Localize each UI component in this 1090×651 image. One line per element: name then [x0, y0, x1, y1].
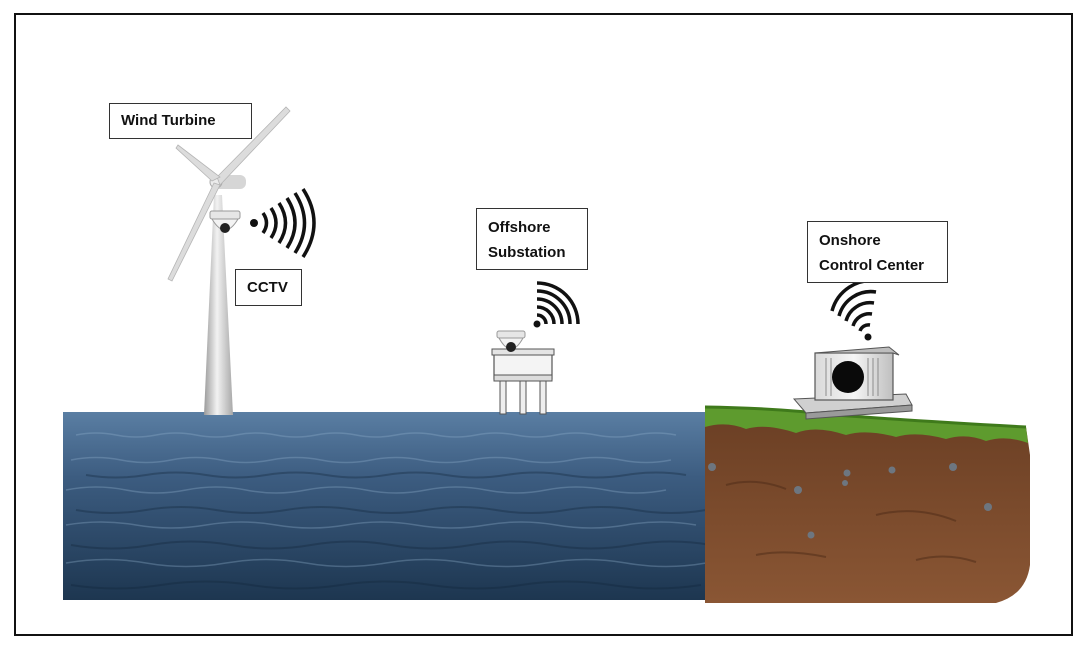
scene-canvas: [63, 106, 1030, 603]
wifi-signal-icon: [830, 278, 879, 341]
land: [704, 405, 1030, 603]
onshore-control-center-label: Onshore Control Center: [807, 221, 948, 283]
wifi-signal-icon: [250, 188, 316, 258]
wind-turbine-icon: [167, 106, 291, 415]
wifi-signal-icon: [533, 281, 580, 328]
offshore-platform-icon: [491, 330, 555, 415]
sea: [63, 412, 712, 600]
cctv-label: CCTV: [235, 269, 302, 306]
diagram-frame: Wind Turbine CCTV Offshore Substation On…: [14, 13, 1073, 636]
wind-turbine-label: Wind Turbine: [109, 103, 252, 139]
offshore-substation-label: Offshore Substation: [476, 208, 588, 270]
cctv-camera-icon: [209, 210, 241, 233]
control-center-icon: [792, 346, 913, 420]
